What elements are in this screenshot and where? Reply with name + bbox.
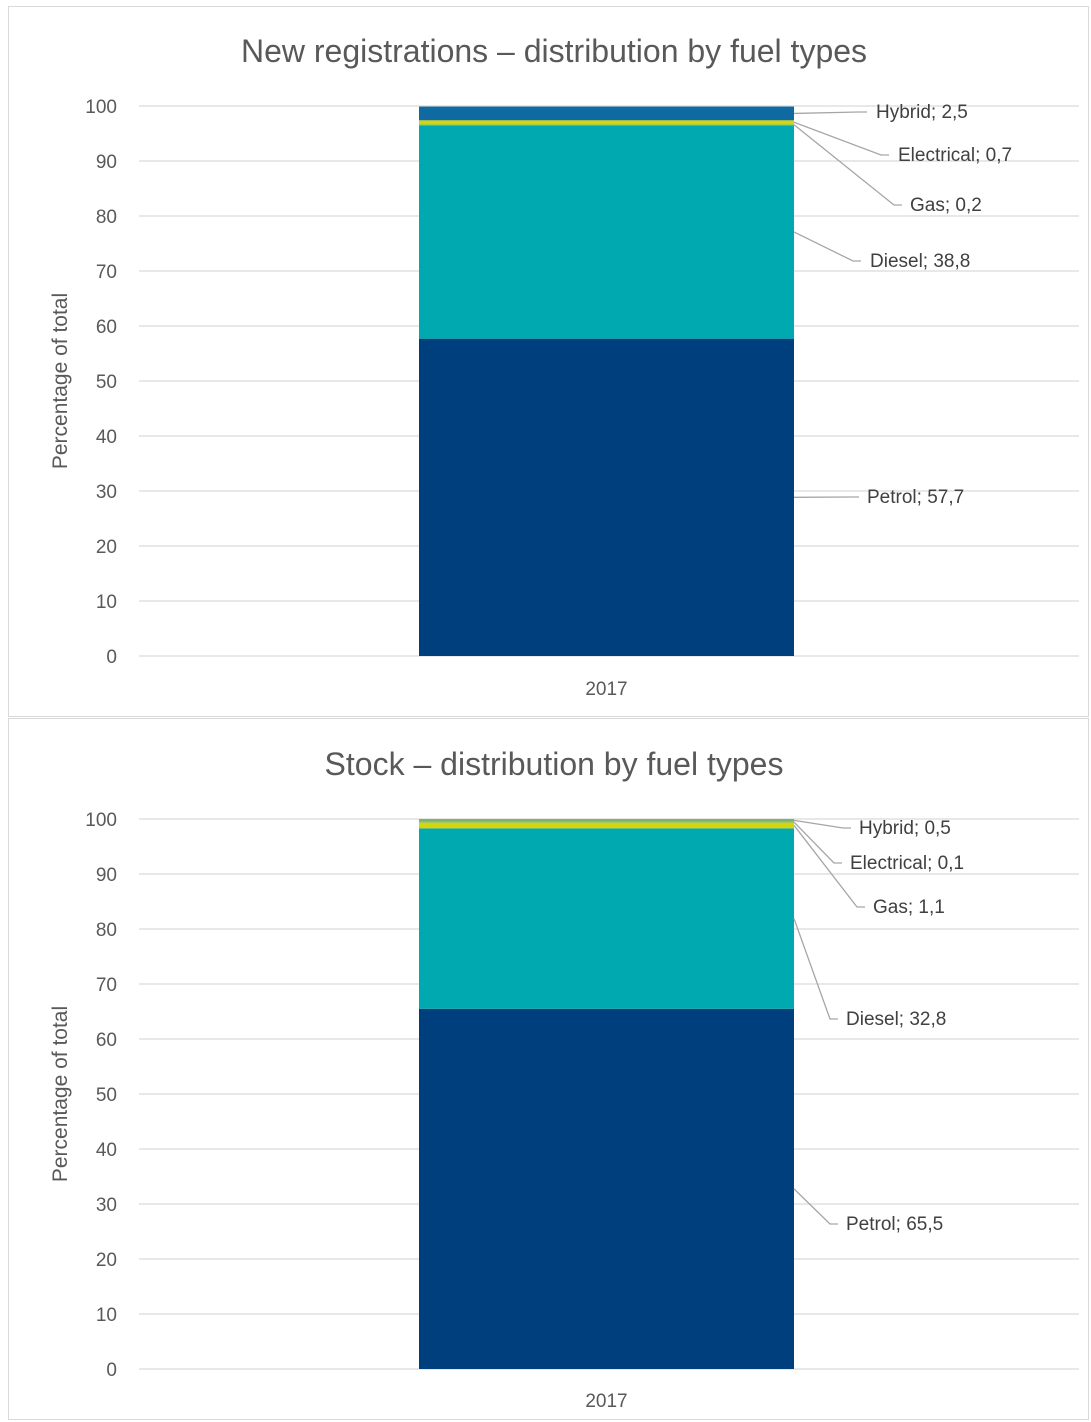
leader-line-electrical (793, 121, 889, 156)
chart-panel-stock: Stock – distribution by fuel types 0 10 20 3… (8, 718, 1089, 1420)
bar-segment-gas (419, 124, 794, 126)
stacked-bar-chart-stock: Stock – distribution by fuel types 0 10 20 3… (49, 746, 1079, 1412)
leader-line-gas (793, 124, 902, 206)
leader-line-electrical (793, 821, 842, 864)
y-axis-title: Percentage of total (49, 1006, 72, 1182)
y-tick-label: 20 (96, 537, 117, 558)
data-label-petrol: Petrol; 65,5 (846, 1214, 943, 1235)
y-tick-label: 90 (96, 152, 117, 173)
leader-line-hybrid (793, 111, 867, 115)
data-label-diesel: Diesel; 38,8 (870, 251, 970, 272)
y-tick-label: 60 (96, 1030, 117, 1051)
bar-segment-petrol (419, 1008, 794, 1369)
chart-title: New registrations – distribution by fuel… (241, 33, 867, 69)
leader-line-hybrid (793, 819, 851, 829)
y-tick-label: 70 (96, 975, 117, 996)
data-label-electrical: Electrical; 0,1 (850, 853, 964, 874)
bar-segment-hybrid (419, 819, 794, 822)
bar-segment-gas (419, 822, 794, 829)
y-tick-label: 80 (96, 920, 117, 941)
leader-line-diesel (793, 231, 861, 262)
x-category-label: 2017 (585, 679, 627, 700)
bar-segment-petrol (419, 338, 794, 656)
y-tick-label: 20 (96, 1250, 117, 1271)
data-label-petrol: Petrol; 57,7 (867, 487, 964, 508)
data-label-hybrid: Hybrid; 2,5 (876, 102, 968, 123)
bar-segment-electrical (419, 120, 794, 125)
leader-line-gas (793, 824, 865, 908)
x-category-label: 2017 (585, 1391, 627, 1412)
data-label-electrical: Electrical; 0,7 (898, 145, 1012, 166)
y-tick-label: 0 (106, 647, 117, 668)
data-label-diesel: Diesel; 32,8 (846, 1009, 946, 1030)
y-tick-label: 40 (96, 1140, 117, 1161)
y-tick-label: 80 (96, 207, 117, 228)
y-tick-label: 50 (96, 372, 117, 393)
bar-segment-electrical (419, 821, 794, 823)
y-tick-label: 70 (96, 262, 117, 283)
bar-segment-diesel (419, 125, 794, 339)
bar-segment-hybrid (419, 106, 794, 121)
bar-segment-diesel (419, 828, 794, 1009)
stacked-bar-chart-new-registrations: New registrations – distribution by fuel… (49, 33, 1079, 700)
y-tick-label: 30 (96, 482, 117, 503)
y-tick-label: 0 (106, 1360, 117, 1381)
y-tick-label: 100 (85, 810, 117, 831)
y-axis-title: Percentage of total (49, 293, 72, 469)
chart-title: Stock – distribution by fuel types (325, 746, 784, 782)
chart-panel-new-registrations: New registrations – distribution by fuel… (8, 6, 1089, 717)
data-label-hybrid: Hybrid; 0,5 (859, 818, 951, 839)
data-label-gas: Gas; 1,1 (873, 897, 945, 918)
leader-line-petrol (793, 1188, 838, 1225)
leader-line-diesel (793, 918, 838, 1020)
y-tick-label: 60 (96, 317, 117, 338)
y-tick-label: 100 (85, 97, 117, 118)
y-tick-label: 40 (96, 427, 117, 448)
y-tick-label: 50 (96, 1085, 117, 1106)
y-tick-label: 10 (96, 1305, 117, 1326)
y-tick-label: 30 (96, 1195, 117, 1216)
y-tick-label: 90 (96, 865, 117, 886)
y-tick-label: 10 (96, 592, 117, 613)
data-label-gas: Gas; 0,2 (910, 195, 982, 216)
